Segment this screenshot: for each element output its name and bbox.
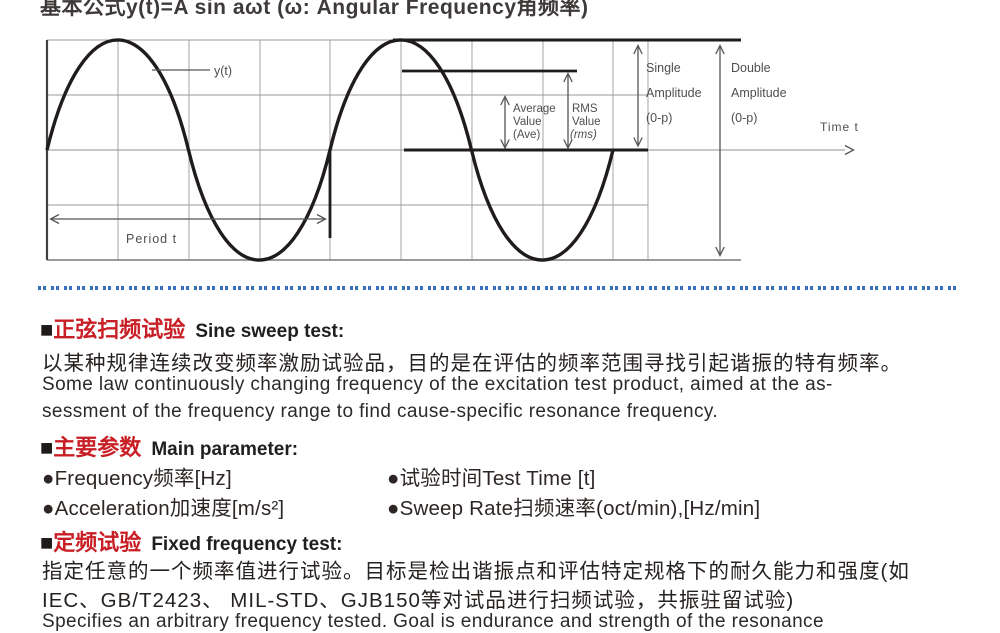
bullet-sweep-rate: ●Sweep Rate扫频速率(oct/min),[Hz/min] (387, 497, 761, 520)
section-heading-sine-sweep: ■正弦扫频试验 Sine sweep test: (40, 312, 344, 344)
page-title: 基本公式y(t)=A sin aωt (ω: Angular Frequency… (40, 0, 589, 19)
heading-square-marker: ■ (40, 530, 54, 555)
sine-sweep-body-en-line2: sessment of the frequency range to find … (42, 401, 719, 422)
heading-en: Fixed frequency test: (151, 534, 343, 555)
bullet-frequency: ●Frequency频率[Hz] (42, 467, 232, 490)
fixed-frequency-body-zh-line1: 指定任意的一个频率值进行试验。目标是检出谐振点和评估特定规格下的耐久能力和强度(… (42, 560, 910, 583)
fixed-frequency-body-zh-line2: IEC、GB/T2423、 MIL-STD、GJB150等对试品进行扫频试验，共… (42, 589, 795, 612)
single-amplitude-label-line2: Amplitude (646, 86, 702, 100)
heading-zh: 定频试验 (53, 530, 142, 555)
annotation-arrows (49, 44, 855, 257)
double-amplitude-label-line1: Double (731, 61, 771, 75)
wave-label: y(t) (214, 64, 232, 78)
section-heading-fixed-frequency: ■定频试验 Fixed frequency test: (40, 525, 342, 557)
average-value-label-line1: Average (513, 103, 556, 115)
average-value-label-line2: Value (513, 116, 542, 128)
rms-value-label-line1: RMS (572, 103, 598, 115)
rms-value-label-line3: (rms) (570, 129, 597, 141)
fixed-frequency-body-en-line1: Specifies an arbitrary frequency tested.… (42, 611, 824, 632)
bullet-test-time: ●试验时间Test Time [t] (387, 467, 596, 490)
heading-square-marker: ■ (40, 435, 54, 460)
heading-zh: 主要参数 (53, 435, 142, 460)
heading-square-marker: ■ (40, 317, 54, 342)
double-amplitude-label-line3: (0-p) (731, 111, 757, 125)
sine-sweep-body-en-line1: Some law continuously changing frequency… (42, 374, 833, 395)
sine-wave-diagram: y(t) Period t Average Value (Ave) RMS Va… (45, 38, 859, 262)
double-amplitude-label-line2: Amplitude (731, 86, 787, 100)
single-amplitude-label-line3: (0-p) (646, 111, 672, 125)
time-axis-label: Time t (820, 120, 859, 134)
rms-value-label-line2: Value (572, 116, 601, 128)
period-label: Period t (126, 232, 177, 246)
heading-zh: 正弦扫频试验 (53, 317, 186, 342)
heading-en: Main parameter: (151, 439, 299, 460)
time-axis-arrowhead (844, 144, 855, 156)
average-value-label-line3: (Ave) (513, 129, 540, 141)
heading-en: Sine sweep test: (195, 321, 345, 342)
sine-sweep-body-zh: 以某种规律连续改变频率激励试验品，目的是在评估的频率范围寻找引起谐振的特有频率。 (42, 352, 902, 375)
single-amplitude-label-line1: Single (646, 61, 681, 75)
bullet-acceleration: ●Acceleration加速度[m/s²] (42, 497, 285, 520)
reference-lines (328, 38, 741, 238)
section-heading-main-parameter: ■主要参数 Main parameter: (40, 430, 298, 462)
dotted-divider (38, 286, 957, 290)
